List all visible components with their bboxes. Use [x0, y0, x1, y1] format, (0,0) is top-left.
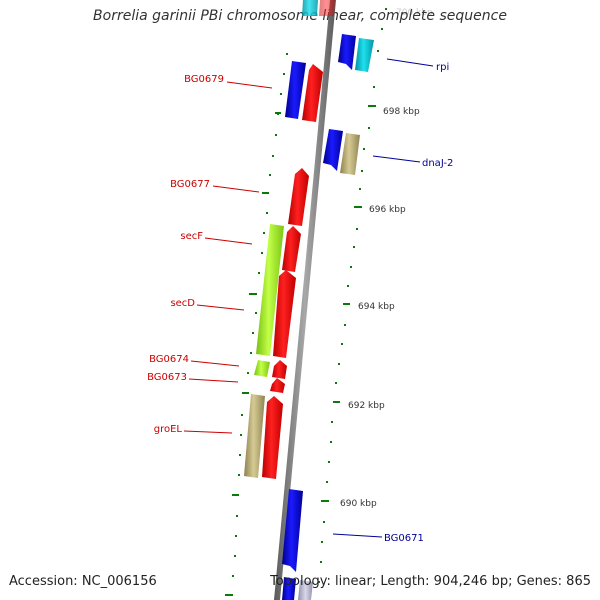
accession-label: Accession: NC_006156: [9, 574, 157, 589]
ruler-dots-left: [232, 53, 288, 577]
gene-bg0677-forward: [288, 168, 309, 226]
leader-bg0674: [190, 360, 240, 367]
genes[interactable]: [244, 0, 374, 600]
label-leaders: [183, 58, 434, 538]
label-bg0671: BG0671: [384, 533, 424, 544]
gene-dnaj2-reverse: [323, 129, 343, 171]
ruler-major-ticks: [225, 105, 376, 596]
scale-labels: 700 kbp 698 kbp 696 kbp 694 kbp 692 kbp …: [340, 8, 433, 509]
scale-label-692: 692 kbp: [348, 401, 385, 411]
gene-bg0671-reverse: [282, 489, 303, 572]
scale-label-698: 698 kbp: [383, 107, 420, 117]
label-secd: secD: [170, 298, 195, 309]
gene-bg0679-forward: [302, 64, 323, 122]
label-dnaj2: dnaJ-2: [422, 158, 453, 169]
label-rpi: rpi: [436, 62, 449, 73]
label-groel: groEL: [154, 424, 183, 435]
gene-bottom-other: [298, 580, 313, 600]
gene-secf-secondary: [256, 224, 284, 356]
scale-label-696: 696 kbp: [369, 205, 406, 215]
topology-summary: Topology: linear; Length: 904,246 bp; Ge…: [270, 574, 591, 589]
gene-bg0679-reverse: [285, 61, 306, 119]
scale-label-690: 690 kbp: [340, 499, 377, 509]
scale-label-694: 694 kbp: [358, 302, 395, 312]
leader-bg0673: [188, 378, 239, 383]
map-title: Borrelia garinii PBi chromosome linear, …: [93, 8, 507, 24]
gene-labels-left: BG0679 BG0677 secF secD BG0674 BG0673 gr…: [147, 74, 224, 435]
gene-trna-top: [302, 0, 318, 16]
gene-rpi-reverse: [338, 34, 356, 70]
gene-bottom-reverse: [282, 577, 296, 600]
gene-bg0674-secondary: [254, 360, 270, 377]
leader-bg0677: [212, 185, 260, 193]
label-bg0677: BG0677: [170, 179, 210, 190]
gene-bg0674-forward: [272, 360, 287, 379]
leader-groel: [183, 430, 233, 434]
label-secf: secF: [180, 231, 203, 242]
gene-bg0673-forward: [270, 378, 285, 393]
label-bg0674: BG0674: [149, 354, 189, 365]
leader-dnaj2: [372, 155, 421, 163]
gene-groel-forward: [262, 396, 283, 479]
gene-dnaj2-other: [340, 133, 360, 175]
leader-secd: [196, 304, 245, 311]
leader-bg0671: [332, 533, 383, 538]
gene-forward-top: [319, 0, 335, 16]
gene-rpi-trna: [355, 38, 374, 72]
ruler-dots-right: [318, 8, 387, 583]
gene-secd-forward: [273, 270, 296, 358]
leader-rpi: [386, 58, 434, 67]
scale-label-700: 700 kbp: [396, 8, 433, 18]
label-bg0673: BG0673: [147, 372, 187, 383]
chromosome-backbone: [274, 0, 336, 600]
gene-labels-right: rpi dnaJ-2 BG0671: [384, 62, 453, 544]
leader-secf: [204, 237, 253, 245]
leader-bg0679: [226, 81, 273, 89]
label-bg0679: BG0679: [184, 74, 224, 85]
gene-groel-other: [244, 394, 265, 478]
gene-secf-forward: [282, 226, 301, 272]
ruler-dots: [232, 8, 387, 583]
